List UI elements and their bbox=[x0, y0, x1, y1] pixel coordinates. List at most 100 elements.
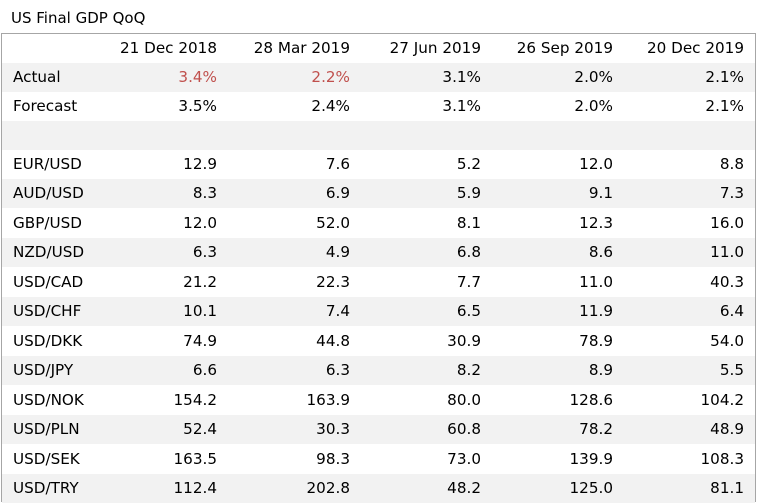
pair-value: 22.3 bbox=[316, 272, 350, 291]
pair-value: 139.9 bbox=[569, 449, 613, 468]
pair-value: 7.4 bbox=[325, 302, 350, 321]
pair-value: 6.9 bbox=[325, 184, 350, 203]
table-row: AUD/USD 8.3 6.9 5.9 9.1 7.3 bbox=[2, 179, 755, 209]
pair-value: 7.7 bbox=[456, 272, 481, 291]
pair-value: 12.3 bbox=[579, 213, 613, 232]
pair-value: 80.0 bbox=[447, 390, 481, 409]
pair-value: 163.9 bbox=[306, 390, 350, 409]
pair-value: 5.2 bbox=[456, 155, 481, 173]
table-row: USD/DKK 74.9 44.8 30.9 78.9 54.0 bbox=[2, 327, 755, 356]
pair-value: 60.8 bbox=[447, 420, 481, 439]
pair-value: 78.9 bbox=[579, 331, 613, 350]
pair-value: 5.9 bbox=[456, 184, 481, 203]
pair-value: 10.1 bbox=[183, 302, 217, 321]
pair-value: 6.6 bbox=[192, 361, 217, 380]
pair-value: 12.0 bbox=[579, 155, 613, 173]
pair-value: 52.4 bbox=[183, 420, 217, 439]
pair-value: 5.5 bbox=[719, 361, 744, 380]
pair-value: 11.0 bbox=[579, 272, 613, 291]
pair-value: 11.0 bbox=[710, 243, 744, 262]
forecast-value: 3.1% bbox=[442, 97, 481, 115]
forecast-value: 3.5% bbox=[178, 97, 217, 115]
pair-value: 6.3 bbox=[192, 243, 217, 262]
pair-label: USD/JPY bbox=[13, 361, 74, 380]
pair-value: 16.0 bbox=[710, 213, 744, 232]
pair-label: EUR/USD bbox=[13, 155, 82, 173]
actual-value: 2.0% bbox=[574, 68, 613, 86]
pair-value: 6.5 bbox=[456, 302, 481, 321]
row-label: Forecast bbox=[13, 97, 78, 115]
pair-value: 12.0 bbox=[183, 213, 217, 232]
pair-value: 11.9 bbox=[579, 302, 613, 321]
pair-value: 30.9 bbox=[447, 331, 481, 350]
pair-value: 6.8 bbox=[456, 243, 481, 262]
table-row: EUR/USD 12.9 7.6 5.2 12.0 8.8 bbox=[2, 150, 755, 179]
pair-value: 8.9 bbox=[588, 361, 613, 380]
pair-value: 154.2 bbox=[173, 390, 217, 409]
pair-value: 6.3 bbox=[325, 361, 350, 380]
pair-label: NZD/USD bbox=[13, 243, 85, 262]
row-label: Actual bbox=[13, 68, 61, 86]
pair-value: 40.3 bbox=[710, 272, 744, 291]
pair-value: 30.3 bbox=[316, 420, 350, 439]
pair-value: 12.9 bbox=[183, 155, 217, 173]
pair-value: 108.3 bbox=[700, 449, 744, 468]
spacer-row bbox=[2, 121, 755, 150]
pair-value: 9.1 bbox=[588, 184, 613, 203]
column-header: 26 Sep 2019 bbox=[516, 39, 613, 57]
pair-value: 8.6 bbox=[588, 243, 613, 262]
table-row: GBP/USD 12.0 52.0 8.1 12.3 16.0 bbox=[2, 209, 755, 238]
pair-label: GBP/USD bbox=[13, 213, 82, 232]
forecast-value: 2.1% bbox=[705, 97, 744, 115]
actual-value: 2.2% bbox=[311, 68, 350, 86]
pair-value: 78.2 bbox=[579, 420, 613, 439]
table-row: USD/CHF 10.1 7.4 6.5 11.9 6.4 bbox=[2, 297, 755, 327]
pair-value: 73.0 bbox=[447, 449, 481, 468]
actual-value: 3.1% bbox=[442, 68, 481, 86]
data-table: 21 Dec 2018 28 Mar 2019 27 Jun 2019 26 S… bbox=[1, 33, 756, 503]
table-row: NZD/USD 6.3 4.9 6.8 8.6 11.0 bbox=[2, 238, 755, 268]
pair-value: 163.5 bbox=[173, 449, 217, 468]
pair-label: USD/CHF bbox=[13, 302, 82, 321]
pair-label: USD/DKK bbox=[13, 331, 83, 350]
actual-value: 3.4% bbox=[178, 68, 217, 86]
pair-value: 52.0 bbox=[316, 213, 350, 232]
column-header: 28 Mar 2019 bbox=[253, 39, 350, 57]
pair-label: USD/SEK bbox=[13, 449, 80, 468]
pair-value: 8.3 bbox=[192, 184, 217, 203]
pair-value: 112.4 bbox=[173, 478, 217, 497]
pair-value: 7.6 bbox=[325, 155, 350, 173]
table-row: USD/CAD 21.2 22.3 7.7 11.0 40.3 bbox=[2, 268, 755, 297]
forecast-value: 2.4% bbox=[311, 97, 350, 115]
pair-label: USD/NOK bbox=[13, 390, 84, 409]
pair-value: 8.1 bbox=[456, 213, 481, 232]
pair-value: 8.2 bbox=[456, 361, 481, 380]
pair-value: 48.2 bbox=[447, 478, 481, 497]
table-row: USD/TRY 112.4 202.8 48.2 125.0 81.1 bbox=[2, 473, 755, 503]
table-row: USD/SEK 163.5 98.3 73.0 139.9 108.3 bbox=[2, 445, 755, 474]
table-row: USD/NOK 154.2 163.9 80.0 128.6 104.2 bbox=[2, 386, 755, 415]
column-header: 27 Jun 2019 bbox=[389, 39, 481, 57]
pair-value: 202.8 bbox=[306, 478, 350, 497]
pair-label: USD/PLN bbox=[13, 420, 80, 439]
pair-value: 8.8 bbox=[719, 155, 744, 173]
column-header: 20 Dec 2019 bbox=[646, 39, 744, 57]
actual-row: Actual 3.4% 2.2% 3.1% 2.0% 2.1% bbox=[2, 63, 755, 92]
pair-value: 125.0 bbox=[569, 478, 613, 497]
pair-value: 81.1 bbox=[710, 478, 744, 497]
pair-value: 48.9 bbox=[710, 420, 744, 439]
actual-value: 2.1% bbox=[705, 68, 744, 86]
pair-value: 21.2 bbox=[183, 272, 217, 291]
header-row: 21 Dec 2018 28 Mar 2019 27 Jun 2019 26 S… bbox=[2, 34, 755, 63]
pair-value: 7.3 bbox=[719, 184, 744, 203]
pair-value: 74.9 bbox=[183, 331, 217, 350]
pair-value: 98.3 bbox=[316, 449, 350, 468]
table-title: US Final GDP QoQ bbox=[11, 9, 146, 27]
pair-value: 104.2 bbox=[700, 390, 744, 409]
table-row: USD/PLN 52.4 30.3 60.8 78.2 48.9 bbox=[2, 415, 755, 445]
column-header: 21 Dec 2018 bbox=[119, 39, 217, 57]
pair-value: 54.0 bbox=[710, 331, 744, 350]
forecast-value: 2.0% bbox=[574, 97, 613, 115]
pair-label: USD/CAD bbox=[13, 272, 84, 291]
pair-label: AUD/USD bbox=[13, 184, 84, 203]
